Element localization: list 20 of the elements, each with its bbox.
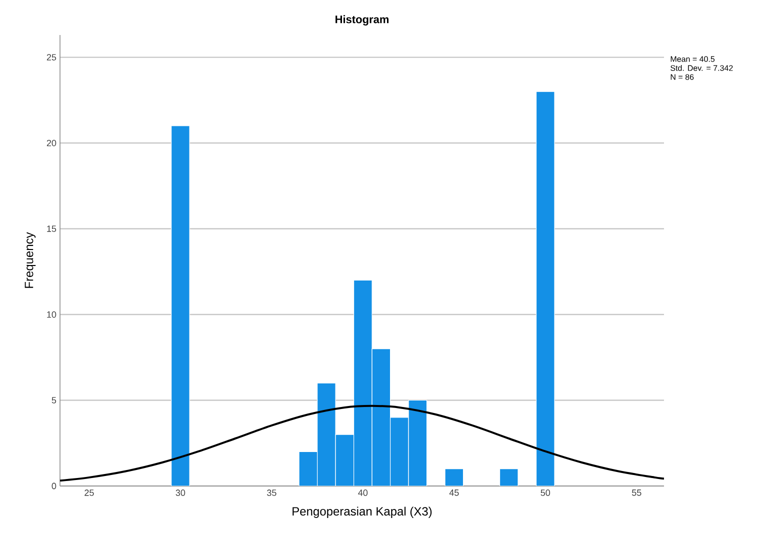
x-tick-label: 55 xyxy=(632,490,642,496)
y-tick-label: 10 xyxy=(47,311,56,318)
y-tick-label: 20 xyxy=(46,140,56,146)
line-series xyxy=(60,404,664,482)
x-tick-label: 45 xyxy=(449,490,459,496)
y-axis-title: Frequency xyxy=(24,232,36,288)
x-tick-label: 25 xyxy=(84,490,94,496)
x-axis-title: Pengoperasian Kapal (X3) xyxy=(292,506,432,518)
y-tick-label: 0 xyxy=(52,482,56,490)
y-tick-label: 25 xyxy=(46,54,56,60)
x-tick-label: 35 xyxy=(267,490,276,496)
x-tick-label: 50 xyxy=(540,490,550,496)
y-tick-label: 5 xyxy=(52,397,56,404)
y-tick-label: 15 xyxy=(47,226,56,232)
text: N = 86 xyxy=(670,74,694,80)
text: Mean = 40.5 xyxy=(670,56,715,62)
text: Std. Dev. = 7.342 xyxy=(670,64,733,71)
x-tick-label: 40 xyxy=(358,490,368,496)
chart-title: Histogram xyxy=(336,15,389,26)
x-tick-label: 30 xyxy=(176,490,186,496)
